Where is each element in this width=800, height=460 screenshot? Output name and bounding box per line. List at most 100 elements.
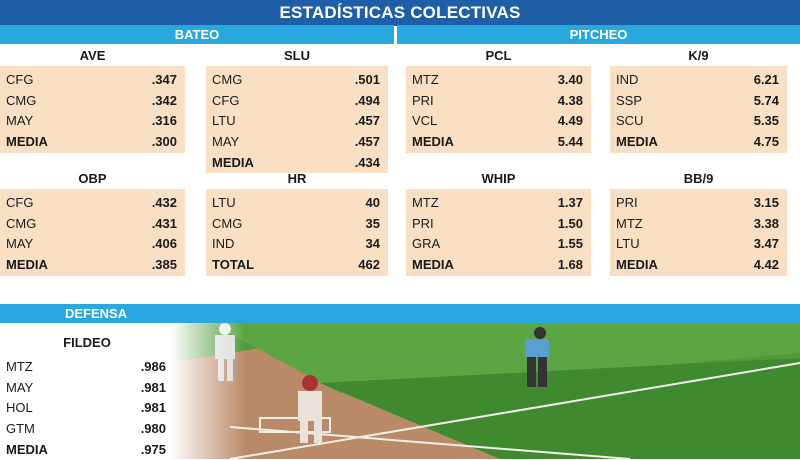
pcl-title: PCL bbox=[485, 48, 512, 63]
obp-title: OBP bbox=[78, 171, 107, 186]
panel-slu: SLU CMG .501 CFG .494 LTU .457 MAY .457 MEDIA .434 bbox=[206, 46, 388, 174]
stat-value: .347 bbox=[151, 72, 177, 87]
stat-value: .385 bbox=[151, 257, 177, 273]
team-label: GRA bbox=[412, 236, 441, 252]
table-row: MEDIA .434 bbox=[206, 153, 388, 174]
table-row: IND 6.21 bbox=[610, 70, 787, 91]
team-label: MAY bbox=[6, 113, 34, 129]
table-row: CMG .431 bbox=[0, 214, 185, 235]
stat-value: 3.47 bbox=[753, 236, 779, 252]
team-label: MAY bbox=[6, 379, 34, 395]
stat-value: 462 bbox=[358, 257, 380, 273]
table-row: MEDIA .975 bbox=[0, 440, 174, 460]
table-row: MEDIA 4.75 bbox=[610, 132, 787, 153]
team-label: MEDIA bbox=[412, 134, 454, 150]
slu-title: SLU bbox=[284, 48, 310, 63]
table-row: LTU 3.47 bbox=[610, 234, 787, 255]
stat-value: .431 bbox=[151, 215, 177, 231]
table-row: MTZ .986 bbox=[0, 357, 174, 378]
table-row: VCL 4.49 bbox=[406, 111, 591, 132]
stat-value: .981 bbox=[140, 400, 166, 416]
k9-title: K/9 bbox=[688, 48, 709, 63]
pitcheo-header: PITCHEO bbox=[397, 25, 800, 44]
ave-table: CFG .347 CMG .342 MAY .316 MEDIA .300 bbox=[0, 66, 185, 153]
stat-value: .316 bbox=[151, 113, 177, 129]
whip-table: MTZ 1.37 PRI 1.50 GRA 1.55 MEDIA 1.68 bbox=[406, 189, 591, 276]
stat-value: 40 bbox=[365, 195, 380, 210]
team-label: MEDIA bbox=[412, 257, 454, 273]
team-label: CFG bbox=[6, 72, 34, 87]
fildeo-title: FILDEO bbox=[63, 335, 111, 350]
fildeo-table: MTZ .986 MAY .981 HOL .981 GTM .980 MEDIA .975 bbox=[0, 353, 174, 460]
table-row: CMG .342 bbox=[0, 91, 185, 112]
table-row: CFG .432 bbox=[0, 193, 185, 214]
stat-value: 6.21 bbox=[753, 72, 779, 87]
baseball-field-image bbox=[170, 323, 800, 459]
k9-table: IND 6.21 SSP 5.74 SCU 5.35 MEDIA 4.75 bbox=[610, 66, 787, 153]
team-label: PRI bbox=[616, 195, 638, 210]
team-label: MTZ bbox=[6, 359, 33, 374]
obp-table: CFG .432 CMG .431 MAY .406 MEDIA .385 bbox=[0, 189, 185, 276]
table-row: CFG .494 bbox=[206, 91, 388, 112]
team-label: MEDIA bbox=[616, 134, 658, 150]
table-row: LTU .457 bbox=[206, 111, 388, 132]
stat-value: .457 bbox=[354, 113, 380, 129]
stat-value: .975 bbox=[140, 441, 166, 457]
table-row: MTZ 3.40 bbox=[406, 70, 591, 91]
team-label: CMG bbox=[212, 72, 243, 87]
defensa-label: DEFENSA bbox=[65, 306, 128, 321]
stat-value: .986 bbox=[140, 359, 166, 374]
panel-k9: K/9 IND 6.21 SSP 5.74 SCU 5.35 MEDIA 4.75 bbox=[610, 46, 787, 153]
stat-value: 34 bbox=[365, 236, 380, 252]
team-label: SSP bbox=[616, 92, 643, 108]
stat-value: 1.68 bbox=[557, 257, 583, 273]
panel-fildeo: FILDEO MTZ .986 MAY .981 HOL .981 GTM .980 MEDIA.… bbox=[0, 333, 174, 460]
team-label: MTZ bbox=[412, 72, 439, 87]
team-label: MEDIA bbox=[616, 257, 658, 273]
team-label: MEDIA bbox=[6, 134, 48, 150]
table-row: CMG 35 bbox=[206, 214, 388, 235]
stat-value: .432 bbox=[151, 195, 177, 210]
team-label: TOTAL bbox=[212, 257, 255, 273]
stat-value: 35 bbox=[365, 215, 380, 231]
stat-value: 5.44 bbox=[557, 134, 583, 150]
table-row: MAY .316 bbox=[0, 111, 185, 132]
team-label: CMG bbox=[6, 92, 37, 108]
table-row: CMG .501 bbox=[206, 70, 388, 91]
stat-value: 4.42 bbox=[753, 257, 779, 273]
table-row: MEDIA .300 bbox=[0, 132, 185, 153]
stat-value: .300 bbox=[151, 134, 177, 150]
team-label: MEDIA bbox=[212, 154, 254, 170]
table-row: MTZ 1.37 bbox=[406, 193, 591, 214]
table-row: TOTAL 462 bbox=[206, 255, 388, 276]
team-label: CFG bbox=[6, 195, 34, 210]
pcl-table: MTZ 3.40 PRI 4.38 VCL 4.49 MEDIA 5.44 bbox=[406, 66, 591, 153]
stat-value: 4.38 bbox=[557, 92, 583, 108]
table-row: LTU 40 bbox=[206, 193, 388, 214]
defensa-header: DEFENSA bbox=[0, 304, 800, 323]
team-label: PRI bbox=[412, 215, 434, 231]
table-row: MTZ 3.38 bbox=[610, 214, 787, 235]
table-row: PRI 4.38 bbox=[406, 91, 591, 112]
team-label: IND bbox=[212, 236, 235, 252]
stat-value: .342 bbox=[151, 92, 177, 108]
stat-value: .494 bbox=[354, 92, 380, 108]
team-label: LTU bbox=[616, 236, 640, 252]
team-label: IND bbox=[616, 72, 639, 87]
stat-value: .981 bbox=[140, 379, 166, 395]
table-row: MEDIA 5.44 bbox=[406, 132, 591, 153]
table-row: MAY .981 bbox=[0, 378, 174, 399]
stat-value: 1.55 bbox=[557, 236, 583, 252]
hr-title: HR bbox=[287, 171, 307, 186]
stat-value: 4.49 bbox=[557, 113, 583, 129]
table-row: MAY .457 bbox=[206, 132, 388, 153]
stat-value: .406 bbox=[151, 236, 177, 252]
team-label: MEDIA bbox=[6, 257, 48, 273]
table-row: SSP 5.74 bbox=[610, 91, 787, 112]
stat-value: 3.40 bbox=[557, 72, 583, 87]
team-label: MTZ bbox=[616, 215, 643, 231]
stat-value: .434 bbox=[354, 154, 380, 170]
team-label: HOL bbox=[6, 400, 33, 416]
stat-value: 3.38 bbox=[753, 215, 779, 231]
table-row: GRA 1.55 bbox=[406, 234, 591, 255]
